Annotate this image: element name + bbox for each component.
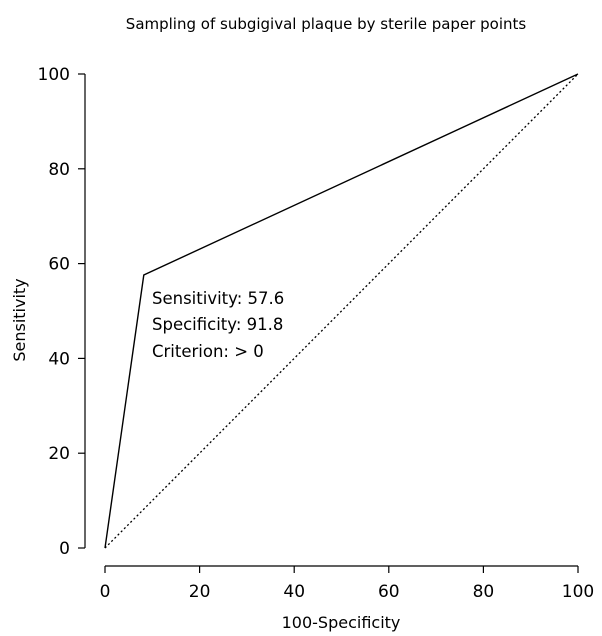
diagonal-reference-line [104, 73, 579, 549]
operating-point-annotation: Sensitivity: 57.6 Specificity: 91.8 Crit… [152, 289, 284, 361]
y-tick-label: 60 [48, 255, 70, 275]
y-tick-label: 100 [38, 65, 70, 85]
x-axis-ticks: 0 20 40 60 80 100 [100, 566, 594, 602]
y-tick-label: 40 [48, 349, 70, 369]
x-tick-label: 60 [378, 582, 400, 602]
annotation-specificity: Specificity: 91.8 [152, 315, 283, 334]
y-tick-label: 0 [59, 539, 70, 559]
x-tick-label: 40 [283, 582, 305, 602]
annotation-sensitivity: Sensitivity: 57.6 [152, 289, 284, 308]
x-tick-label: 100 [562, 582, 594, 602]
annotation-criterion: Criterion: > 0 [152, 342, 264, 361]
series-lines [104, 73, 579, 549]
axes [84, 74, 578, 567]
x-tick-label: 80 [473, 582, 495, 602]
x-axis-label: 100-Specificity [282, 613, 401, 632]
y-axis-ticks: 0 20 40 60 80 100 [38, 65, 85, 559]
y-tick-label: 20 [48, 444, 70, 464]
roc-curve [104, 73, 579, 549]
x-tick-label: 0 [100, 582, 111, 602]
x-tick-label: 20 [189, 582, 211, 602]
chart-title: Sampling of subgigival plaque by sterile… [126, 15, 527, 33]
y-tick-label: 80 [48, 160, 70, 180]
y-axis-label: Sensitivity [10, 278, 29, 361]
